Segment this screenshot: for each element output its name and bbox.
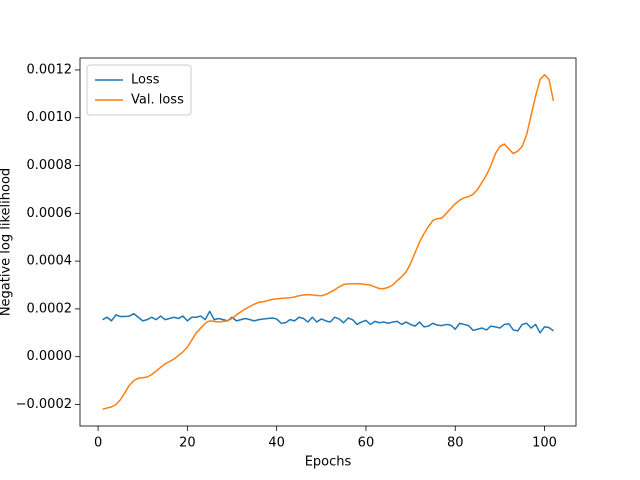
y-tick-label: 0.0012 [27, 62, 73, 77]
legend: Loss Val. loss [86, 64, 192, 116]
y-tick-label: 0.0008 [27, 158, 73, 173]
legend-label: Loss [131, 73, 160, 88]
x-tick-label: 60 [358, 436, 375, 451]
y-tick-label: 0.0002 [27, 301, 73, 316]
y-tick-label: 0.0006 [27, 206, 73, 221]
y-tick-label: 0.0010 [27, 110, 73, 125]
line-series [102, 73, 555, 410]
x-tick-label: 0 [94, 436, 102, 451]
y-tick-label: 0.0004 [27, 254, 73, 269]
x-tick-label: 80 [447, 436, 464, 451]
legend-box [86, 64, 192, 116]
x-tick-label: 20 [179, 436, 196, 451]
x-tick-label: 100 [532, 436, 557, 451]
line-series [102, 310, 554, 334]
axes-frame [79, 57, 577, 427]
y-axis-label: Negative log likelihood [0, 168, 14, 316]
y-tick-label: 0.0000 [27, 349, 73, 364]
x-tick-label: 40 [268, 436, 285, 451]
x-axis-label: Epochs [305, 455, 352, 470]
y-tick-label: −0.0002 [16, 397, 72, 412]
legend-label: Val. loss [131, 93, 184, 108]
